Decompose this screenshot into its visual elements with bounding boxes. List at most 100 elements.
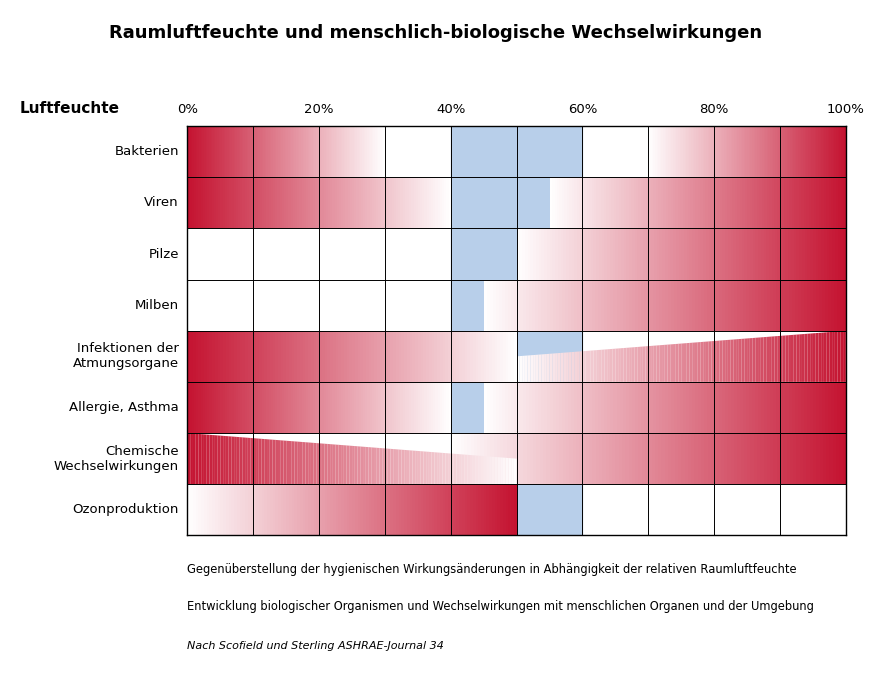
Polygon shape <box>409 382 412 433</box>
Polygon shape <box>418 484 420 535</box>
Polygon shape <box>385 331 388 382</box>
Polygon shape <box>757 433 760 484</box>
Polygon shape <box>632 433 635 484</box>
Polygon shape <box>242 382 244 433</box>
Polygon shape <box>308 177 310 228</box>
Polygon shape <box>360 484 363 535</box>
Polygon shape <box>658 126 660 177</box>
Polygon shape <box>654 346 657 382</box>
Polygon shape <box>764 433 766 484</box>
Polygon shape <box>412 382 413 433</box>
Polygon shape <box>668 433 671 484</box>
Polygon shape <box>546 433 549 484</box>
Polygon shape <box>520 228 522 280</box>
Polygon shape <box>823 433 826 484</box>
Polygon shape <box>407 331 410 382</box>
Polygon shape <box>350 177 352 228</box>
Polygon shape <box>502 280 505 331</box>
Polygon shape <box>326 126 327 177</box>
Polygon shape <box>562 177 564 228</box>
Polygon shape <box>665 177 668 228</box>
Polygon shape <box>707 280 710 331</box>
Polygon shape <box>308 443 311 484</box>
Polygon shape <box>420 451 424 484</box>
Polygon shape <box>584 177 587 228</box>
Polygon shape <box>429 452 432 484</box>
Text: 100%: 100% <box>827 103 865 116</box>
Polygon shape <box>819 177 821 228</box>
Polygon shape <box>269 484 273 535</box>
Polygon shape <box>508 458 511 484</box>
Polygon shape <box>809 280 813 331</box>
Polygon shape <box>396 177 399 228</box>
Polygon shape <box>625 382 629 433</box>
Polygon shape <box>623 177 626 228</box>
Polygon shape <box>435 177 438 228</box>
Polygon shape <box>271 382 273 433</box>
Polygon shape <box>566 433 569 484</box>
Polygon shape <box>264 484 267 535</box>
Text: Bakterien: Bakterien <box>114 145 179 158</box>
Polygon shape <box>780 336 783 382</box>
Polygon shape <box>829 126 831 177</box>
Polygon shape <box>695 280 698 331</box>
Polygon shape <box>656 280 658 331</box>
Polygon shape <box>300 331 303 382</box>
Polygon shape <box>326 382 328 433</box>
Polygon shape <box>616 349 618 382</box>
Polygon shape <box>662 126 663 177</box>
Polygon shape <box>503 484 506 535</box>
Polygon shape <box>530 433 533 484</box>
Polygon shape <box>201 331 204 382</box>
Polygon shape <box>267 382 269 433</box>
Polygon shape <box>193 126 194 177</box>
Polygon shape <box>749 382 753 433</box>
Polygon shape <box>344 331 346 382</box>
Polygon shape <box>637 382 641 433</box>
Polygon shape <box>686 126 688 177</box>
Polygon shape <box>317 177 319 228</box>
Polygon shape <box>651 228 654 280</box>
Polygon shape <box>300 442 303 484</box>
Polygon shape <box>352 177 354 228</box>
Polygon shape <box>592 280 596 331</box>
Polygon shape <box>716 280 719 331</box>
Polygon shape <box>758 338 760 382</box>
Polygon shape <box>487 280 490 331</box>
Polygon shape <box>199 331 201 382</box>
Polygon shape <box>234 331 237 382</box>
Polygon shape <box>594 228 596 280</box>
Polygon shape <box>695 228 698 280</box>
Polygon shape <box>451 331 453 382</box>
Polygon shape <box>324 382 326 433</box>
Polygon shape <box>718 433 721 484</box>
Polygon shape <box>641 280 644 331</box>
Polygon shape <box>383 382 385 433</box>
Polygon shape <box>774 177 777 228</box>
Polygon shape <box>192 382 194 433</box>
Polygon shape <box>798 280 800 331</box>
Polygon shape <box>828 382 831 433</box>
Polygon shape <box>832 331 835 382</box>
Polygon shape <box>598 280 602 331</box>
Polygon shape <box>432 484 434 535</box>
Polygon shape <box>289 382 290 433</box>
Polygon shape <box>569 382 571 433</box>
Polygon shape <box>677 280 680 331</box>
Polygon shape <box>585 351 588 382</box>
Polygon shape <box>218 382 221 433</box>
Polygon shape <box>490 382 493 433</box>
Polygon shape <box>303 331 305 382</box>
Polygon shape <box>286 177 289 228</box>
Polygon shape <box>773 126 775 177</box>
Polygon shape <box>728 228 731 280</box>
Polygon shape <box>473 331 475 382</box>
Polygon shape <box>228 126 230 177</box>
Polygon shape <box>379 448 382 484</box>
Polygon shape <box>228 484 231 535</box>
Polygon shape <box>663 126 664 177</box>
Polygon shape <box>201 126 202 177</box>
Polygon shape <box>244 382 247 433</box>
Polygon shape <box>367 382 370 433</box>
Polygon shape <box>816 433 820 484</box>
